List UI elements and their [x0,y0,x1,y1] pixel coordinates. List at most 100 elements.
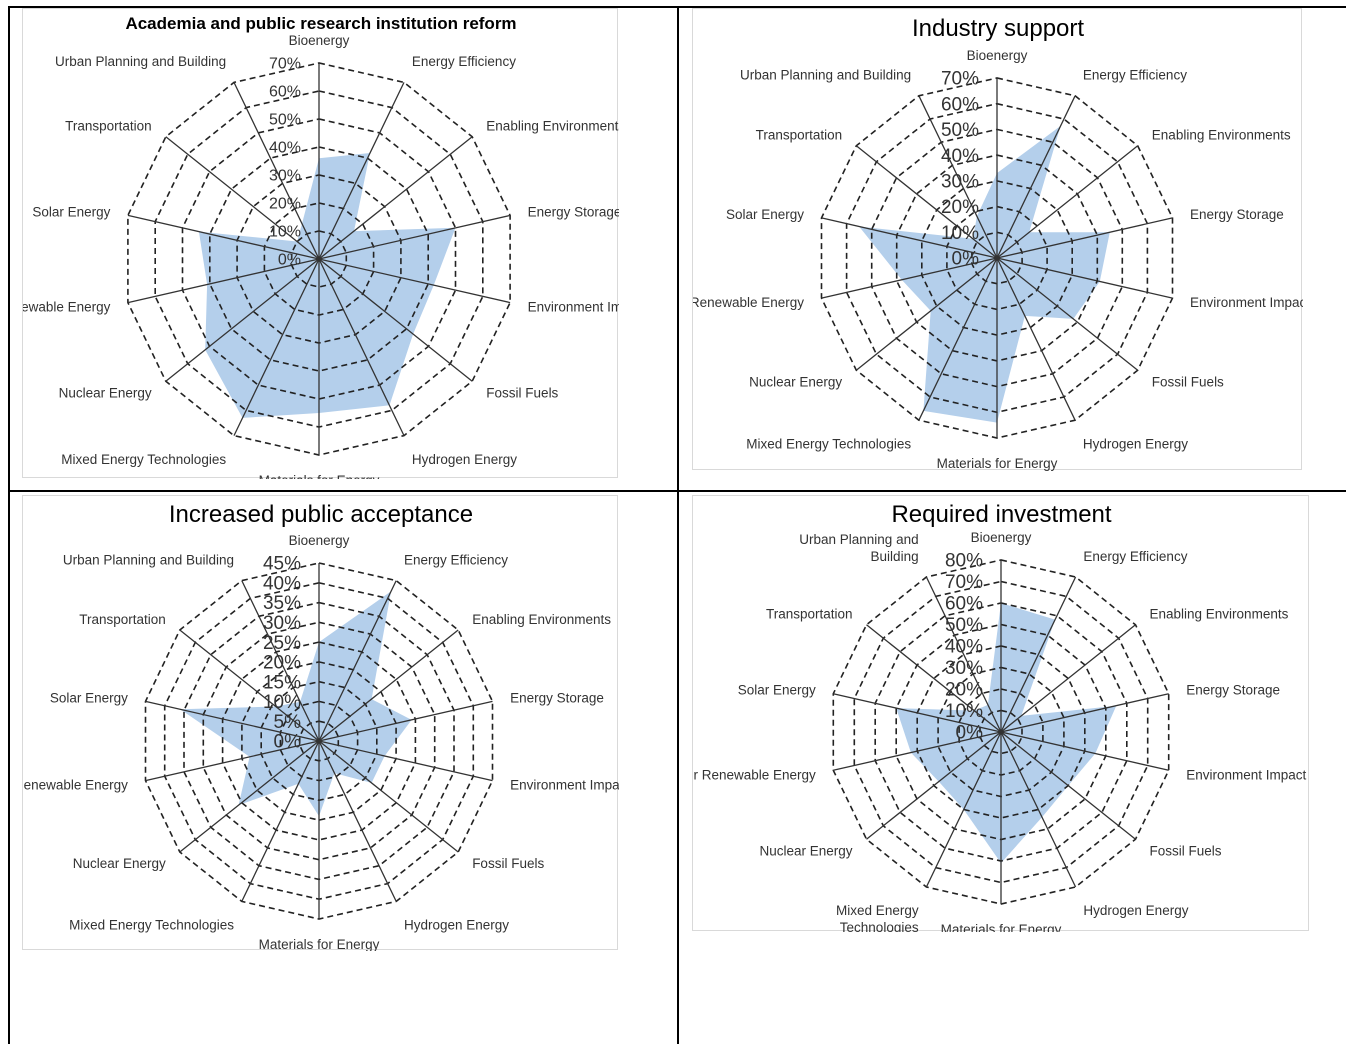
tick-label: 0% [278,252,301,269]
category-label: Materials for Energy [937,456,1058,471]
spoke-line [996,217,1173,259]
spoke-line [918,257,998,421]
category-label: Bioenergy [971,530,1032,545]
category-label: Technologies [840,920,919,932]
tick-label: 30% [263,613,301,634]
table-divider-vertical [677,6,679,1044]
spoke-line [318,740,459,853]
category-label: Environment Impact [528,300,619,315]
category-label: Energy Storage [1190,207,1284,222]
chart-title: Increased public acceptance [169,501,473,528]
tick-label: 20% [269,196,301,213]
tick-label: 40% [941,146,979,167]
tick-label: 20% [263,653,301,674]
category-label: Transportation [65,119,152,134]
chart-title: Academia and public research institution… [125,14,516,33]
spoke-line [145,700,320,742]
category-label: Energy Storage [528,204,619,219]
tick-label: 0% [956,723,984,744]
spoke-line [318,258,473,382]
tick-label: 10% [269,224,301,241]
radar-area [180,591,412,817]
category-label: Solar Energy [738,683,816,698]
spoke-line [1000,693,1169,733]
category-label: Urban Planning and Building [55,54,226,69]
spoke-line [1000,731,1169,771]
category-label: Building [871,549,919,564]
spoke-line [165,258,320,382]
spoke-line [318,258,405,436]
spoke-line [318,136,473,260]
spoke-line [996,257,1173,299]
category-label: Hydrogen Energy [404,918,509,933]
tick-label: 20% [945,680,983,701]
grid-ring [290,230,348,288]
category-label: Hydrogen Energy [1083,903,1188,918]
tick-label: 10% [945,701,983,722]
tick-label: 35% [263,593,301,614]
spoke-line [821,257,998,299]
category-label: Energy Efficiency [412,54,516,69]
spoke-line [318,82,405,260]
tick-label: 0% [952,249,980,270]
tick-label: 80% [945,551,983,572]
spoke-line [318,580,397,742]
category-label: Enabling Environments [1150,607,1289,622]
tick-label: 70% [269,56,301,73]
category-label: Hydrogen Energy [412,452,517,467]
grid-ring [202,621,436,861]
category-label: Energy Efficiency [1083,68,1187,83]
category-label: Fossil Fuels [1152,375,1224,390]
category-label: Materials for Energy [941,922,1062,932]
category-label: Bioenergy [967,48,1028,63]
category-label: Solar Energy [32,204,110,219]
spoke-line [866,731,1002,840]
category-label: Mixed Energy Technologies [746,436,911,451]
category-label: Enabling Environments [1152,128,1291,143]
category-label: Fossil Fuels [486,385,558,400]
tick-label: 50% [945,615,983,636]
category-label: Transportation [79,612,166,627]
category-label: Bioenergy [289,33,350,48]
category-label: Urban Planning and [799,532,918,547]
spoke-line [996,145,1139,259]
category-label: Hydrogen Energy [1083,436,1188,451]
category-label: Enabling Environments [472,612,611,627]
spoke-line [233,258,320,436]
tick-label: 0% [274,732,302,753]
spoke-line [145,740,320,782]
spoke-line [833,693,1002,733]
radar-area [859,125,1110,423]
category-label: Mixed Energy [836,903,919,918]
category-label: Mixed Energy Technologies [61,452,226,467]
category-label: Nuclear Energy [759,844,852,859]
spoke-line [241,740,320,902]
spoke-line [318,258,511,304]
grid-ring [241,661,397,821]
radar-chart-public-acceptance: 0% 5% 10% 15% 20% 25% 30% 35% 40% 45% Bioenergy Ene… [22,495,619,951]
category-label: Transportation [766,607,853,622]
spoke-line [127,258,320,304]
spoke-line [318,629,459,742]
spoke-line [996,95,1076,259]
category-label: Fossil Fuels [1150,844,1222,859]
tick-label: 50% [941,120,979,141]
spoke-line [821,217,998,259]
category-label: Bioenergy [289,533,350,548]
category-label: Energy Storage [1186,683,1280,698]
tick-label: 50% [269,112,301,129]
category-label: Solar Energy [726,207,804,222]
spoke-line [996,257,1076,421]
spoke-line [1000,731,1077,888]
spoke-line [179,740,320,853]
radar-area [198,153,456,418]
category-label: Energy Storage [510,690,604,705]
category-label: Environment Impact [510,778,619,793]
category-label: Urban Planning and Building [63,552,234,567]
tick-label: 20% [941,197,979,218]
tick-label: 40% [945,637,983,658]
category-label: Nuclear Energy [749,375,842,390]
tick-label: 60% [945,594,983,615]
category-label: Enabling Environments [486,119,619,134]
grid-ring [209,146,430,372]
